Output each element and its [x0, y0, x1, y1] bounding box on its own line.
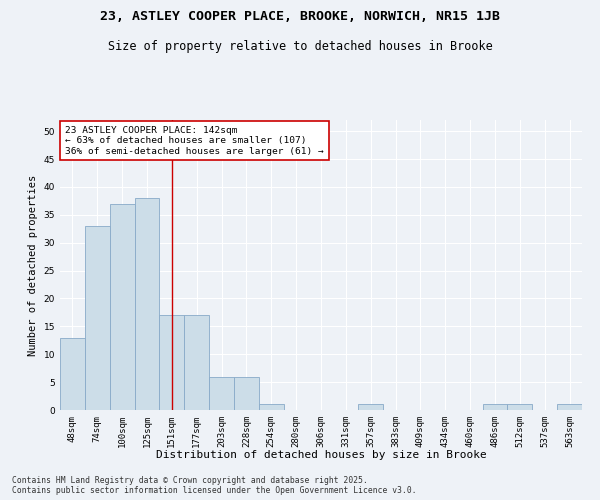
Bar	[482, 404, 508, 410]
Bar	[60, 338, 85, 410]
Y-axis label: Number of detached properties: Number of detached properties	[28, 174, 38, 356]
Bar	[358, 404, 383, 410]
Bar	[557, 404, 582, 410]
Bar	[508, 404, 532, 410]
Bar	[160, 315, 184, 410]
X-axis label: Distribution of detached houses by size in Brooke: Distribution of detached houses by size …	[155, 450, 487, 460]
Text: 23 ASTLEY COOPER PLACE: 142sqm
← 63% of detached houses are smaller (107)
36% of: 23 ASTLEY COOPER PLACE: 142sqm ← 63% of …	[65, 126, 324, 156]
Bar	[209, 376, 234, 410]
Bar	[85, 226, 110, 410]
Bar	[110, 204, 134, 410]
Bar	[234, 376, 259, 410]
Text: Contains HM Land Registry data © Crown copyright and database right 2025.
Contai: Contains HM Land Registry data © Crown c…	[12, 476, 416, 495]
Bar	[134, 198, 160, 410]
Text: Size of property relative to detached houses in Brooke: Size of property relative to detached ho…	[107, 40, 493, 53]
Text: 23, ASTLEY COOPER PLACE, BROOKE, NORWICH, NR15 1JB: 23, ASTLEY COOPER PLACE, BROOKE, NORWICH…	[100, 10, 500, 23]
Bar	[259, 404, 284, 410]
Bar	[184, 315, 209, 410]
